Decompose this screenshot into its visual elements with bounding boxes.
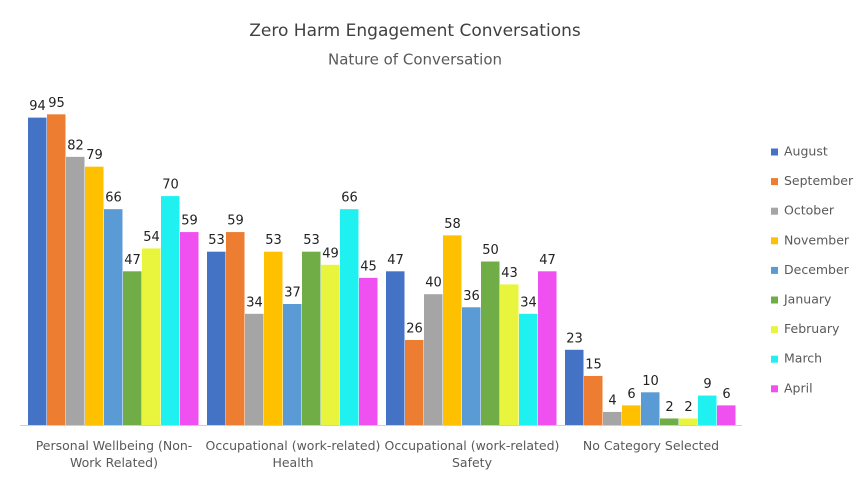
data-label: 6	[627, 387, 635, 402]
data-label: 50	[482, 243, 499, 258]
data-label: 47	[124, 253, 141, 268]
data-label: 94	[29, 99, 46, 114]
legend-label: January	[783, 292, 832, 307]
bar	[264, 251, 283, 425]
bar	[519, 313, 538, 425]
data-label: 47	[539, 253, 556, 268]
chart-subtitle: Nature of Conversation	[328, 51, 502, 69]
bar	[660, 418, 679, 425]
bar	[443, 235, 462, 425]
legend-label: September	[784, 173, 854, 188]
data-label: 66	[341, 191, 358, 206]
bar	[717, 405, 736, 425]
data-label: 95	[48, 96, 65, 111]
legend-swatch	[771, 148, 778, 156]
bar	[603, 411, 622, 425]
legend-swatch	[771, 178, 778, 186]
data-label: 79	[86, 148, 103, 163]
bar	[104, 209, 123, 425]
legend-swatch	[771, 296, 778, 304]
legend-swatch	[771, 326, 778, 334]
data-label: 4	[608, 393, 616, 408]
legend-swatch	[771, 237, 778, 245]
data-label: 66	[105, 191, 122, 206]
data-label: 26	[406, 321, 423, 336]
data-label: 34	[520, 295, 537, 310]
data-label: 37	[284, 286, 301, 301]
data-label: 40	[425, 276, 442, 291]
bar	[679, 418, 698, 425]
bar	[142, 248, 161, 425]
bar	[698, 395, 717, 425]
data-label: 15	[585, 357, 602, 372]
bar	[424, 294, 443, 425]
data-label: 23	[566, 331, 583, 346]
legend-label: August	[784, 144, 828, 159]
data-label: 10	[642, 374, 659, 389]
bar	[565, 349, 584, 425]
bar	[302, 251, 321, 425]
x-tick-label: Occupational (work-related) Health	[205, 438, 381, 470]
legend-swatch	[771, 266, 778, 274]
bar	[405, 339, 424, 425]
bar	[641, 392, 660, 425]
legend-label: March	[784, 351, 822, 366]
legend-label: February	[784, 321, 840, 336]
legend-label: December	[784, 262, 850, 277]
bar	[283, 304, 302, 425]
legend-label: October	[784, 203, 835, 218]
bar	[584, 375, 603, 425]
x-tick-label: No Category Selected	[582, 438, 720, 453]
bar	[66, 156, 85, 426]
x-tick-label: Personal Wellbeing (Non-Work Related)	[35, 438, 193, 470]
data-label: 47	[387, 253, 404, 268]
bar	[180, 232, 199, 425]
legend-label: April	[784, 380, 813, 395]
data-label: 82	[67, 138, 84, 153]
data-label: 36	[463, 289, 480, 304]
data-label: 53	[208, 233, 225, 248]
bar	[123, 271, 142, 425]
data-label: 34	[246, 295, 263, 310]
data-label: 9	[703, 377, 711, 392]
bar	[47, 114, 66, 425]
legend-label: November	[784, 232, 850, 247]
chart-title: Zero Harm Engagement Conversations	[249, 21, 581, 41]
bar	[340, 209, 359, 425]
x-tick-label: Occupational (work-related) Safety	[384, 438, 560, 470]
bar	[622, 405, 641, 425]
data-label: 58	[444, 217, 461, 232]
bar	[161, 196, 180, 425]
bar	[538, 271, 557, 425]
data-label: 45	[360, 259, 377, 274]
bar	[245, 313, 264, 425]
data-label: 2	[684, 400, 692, 415]
bar	[85, 166, 104, 426]
bar	[28, 117, 47, 426]
data-label: 59	[181, 214, 198, 229]
data-label: 6	[722, 387, 730, 402]
bar	[481, 261, 500, 425]
bar	[500, 284, 519, 425]
bar	[321, 264, 340, 425]
data-label: 70	[162, 178, 179, 193]
data-label: 53	[303, 233, 320, 248]
bar	[359, 277, 378, 425]
data-label: 43	[501, 266, 518, 281]
legend-swatch	[771, 207, 778, 215]
legend-swatch	[771, 385, 778, 393]
data-label: 2	[665, 400, 673, 415]
bar	[462, 307, 481, 425]
data-label: 49	[322, 246, 339, 261]
data-label: 53	[265, 233, 282, 248]
bar	[226, 232, 245, 425]
bar	[386, 271, 405, 425]
data-label: 54	[143, 230, 160, 245]
legend-swatch	[771, 355, 778, 363]
data-label: 59	[227, 214, 244, 229]
bar	[207, 251, 226, 425]
